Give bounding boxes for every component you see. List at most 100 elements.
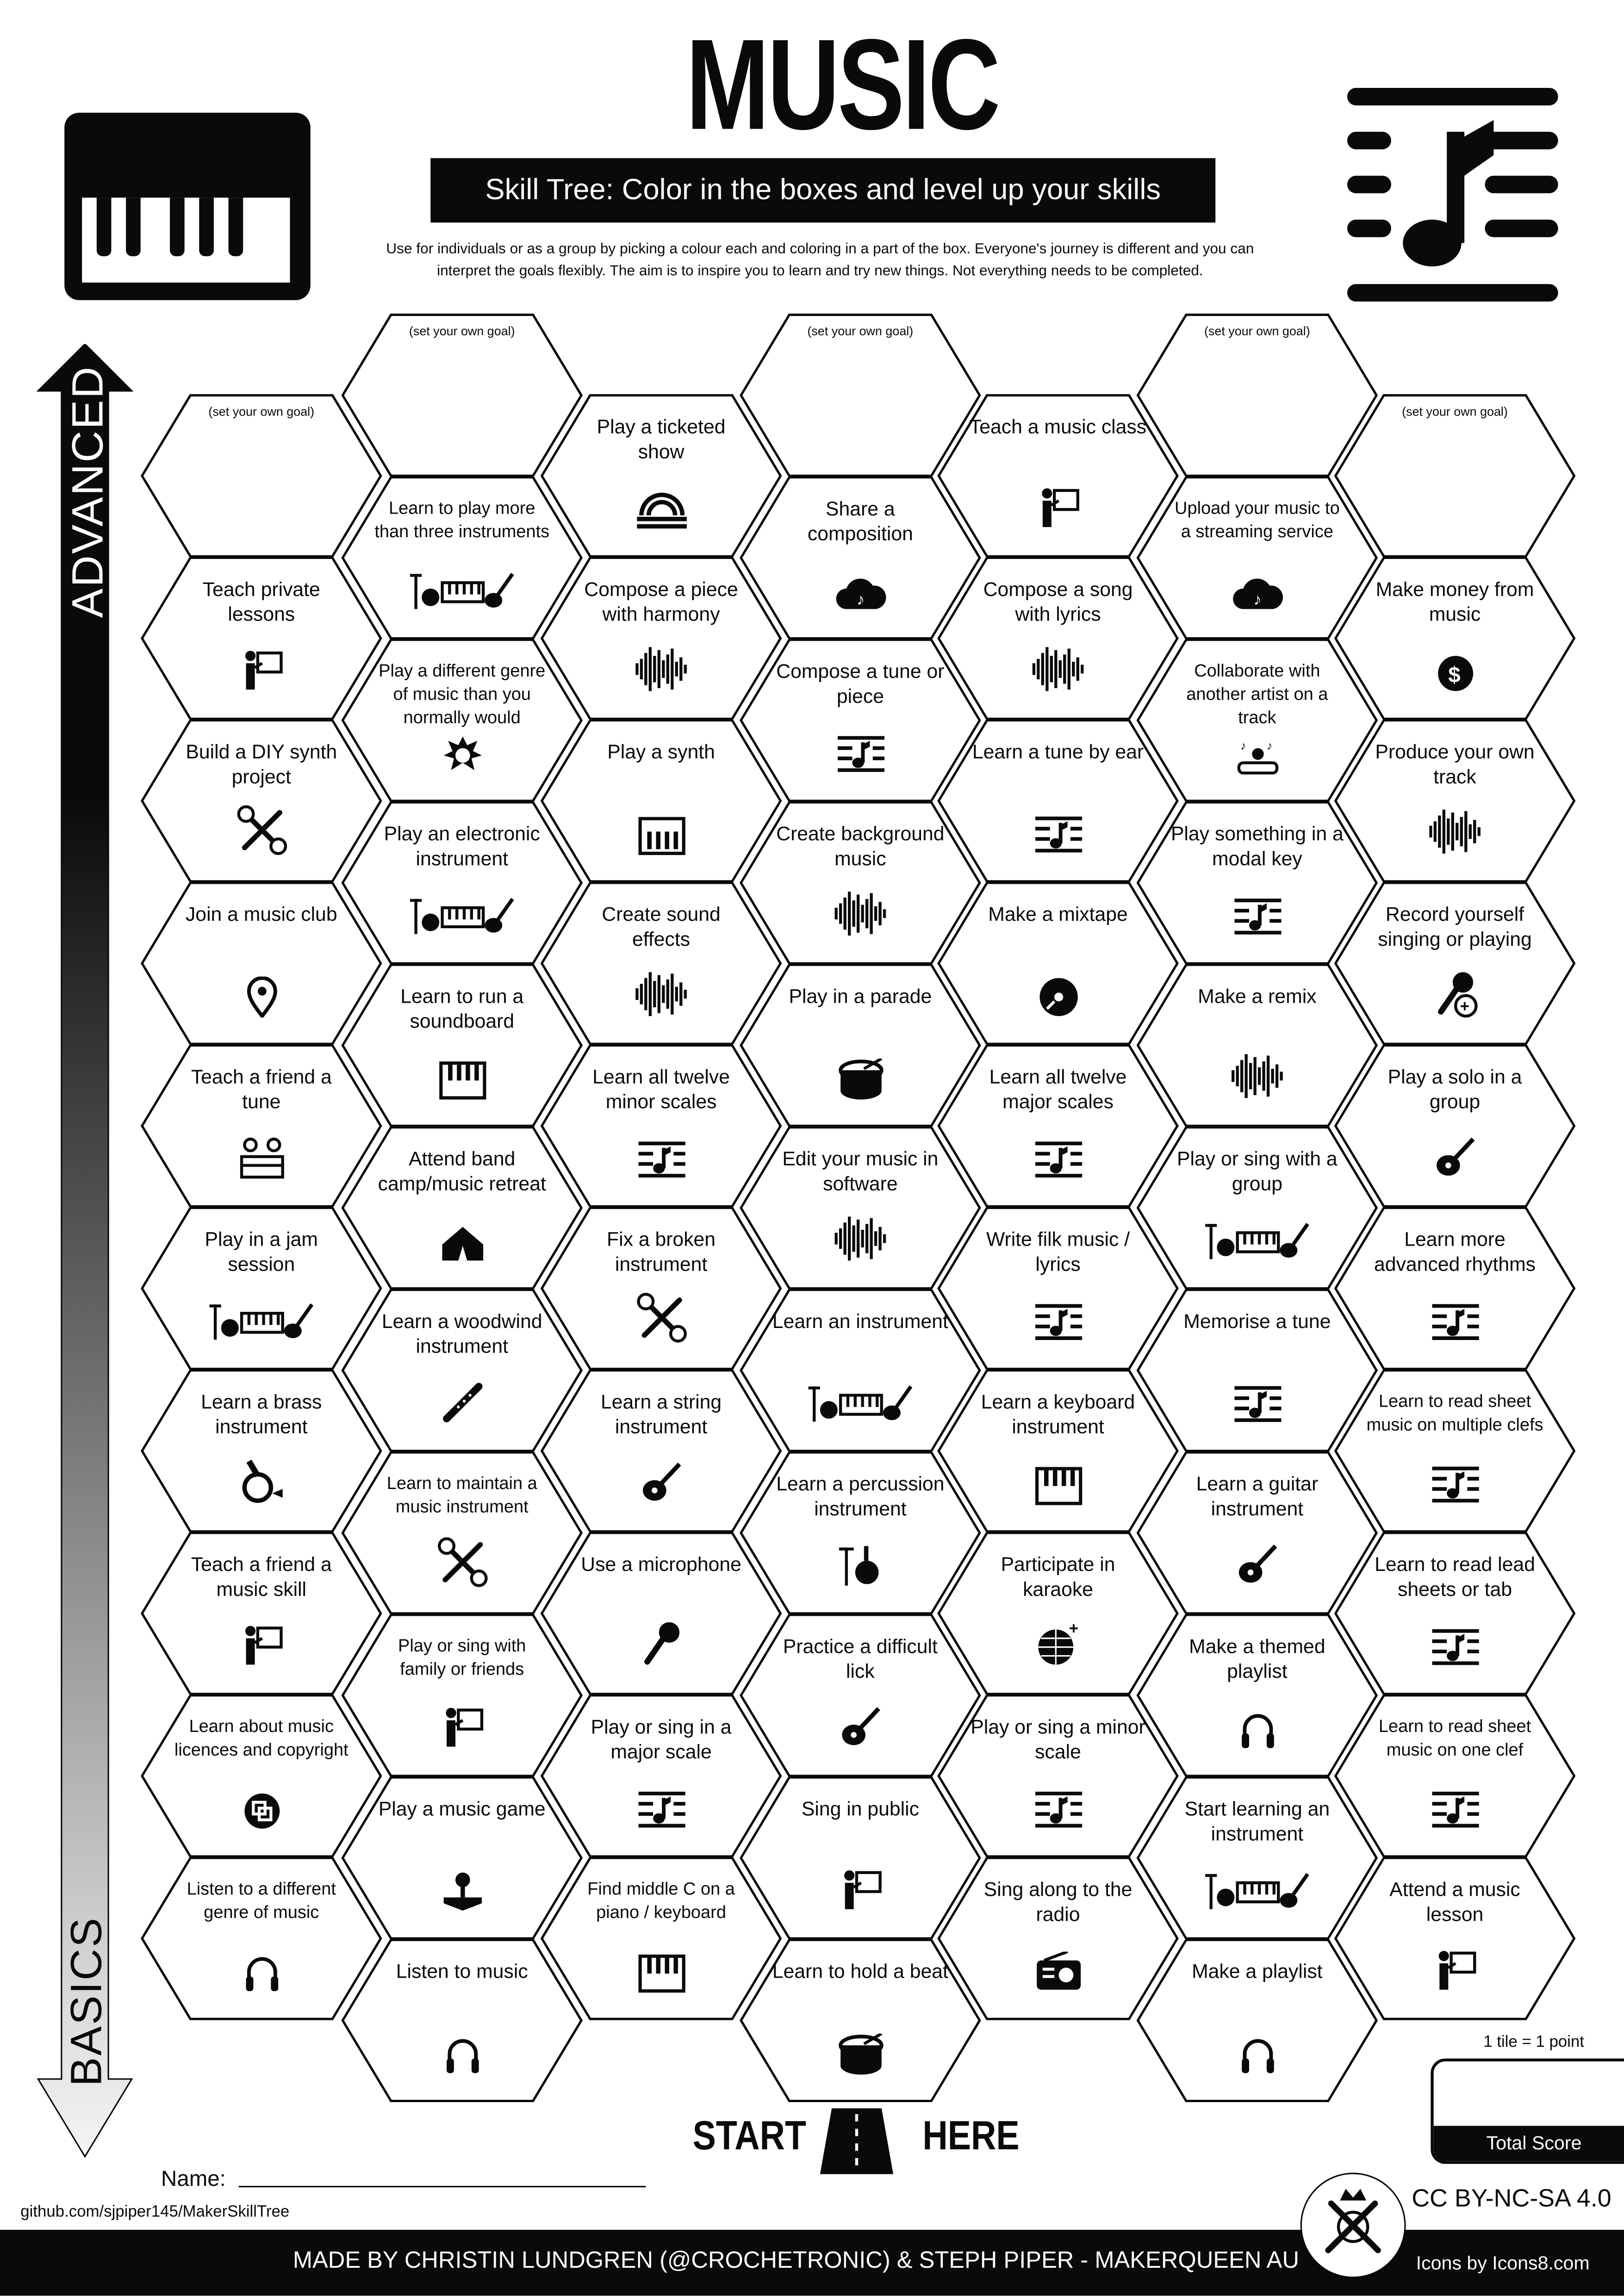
skill-tile[interactable]: Produce your own track [1334, 719, 1576, 883]
skill-tile[interactable]: Share a composition ♪ [740, 476, 981, 640]
skill-tile[interactable]: Play something in a modal key [1136, 801, 1378, 965]
skill-tile[interactable]: Learn a string instrument [540, 1369, 782, 1533]
skill-tile[interactable]: Listen to music [341, 1938, 583, 2103]
skill-tile[interactable]: Teach a friend a music skill [140, 1532, 382, 1695]
instruments-icon [409, 568, 515, 620]
skill-tile[interactable]: Learn more advanced rhythms [1334, 1206, 1576, 1370]
skill-tile[interactable]: Attend a music lesson [1334, 1856, 1576, 2020]
skill-tile[interactable]: Learn a woodwind instrument [341, 1288, 583, 1452]
skill-tile[interactable]: Play or sing a minor scale [937, 1694, 1179, 1858]
skill-tile[interactable]: Play in a parade [740, 963, 981, 1127]
skill-tile[interactable]: Play a music game [341, 1776, 583, 1940]
hexagon-outline [937, 1206, 1179, 1370]
sheet-icon [1431, 1302, 1479, 1350]
skill-tile[interactable]: Learn a tune by ear [937, 719, 1179, 883]
custom-goal-tile[interactable]: (set your own goal) [341, 313, 583, 477]
custom-goal-tile[interactable]: (set your own goal) [1334, 394, 1576, 558]
skill-label: Edit your music in software [782, 1148, 939, 1195]
skill-tile[interactable]: Learn to run a soundboard [341, 963, 583, 1127]
advanced-label: ADVANCED [64, 365, 113, 618]
skill-tile[interactable]: Learn to hold a beat [740, 1938, 981, 2103]
skill-tile[interactable]: Learn to play more than three instrument… [341, 476, 583, 640]
skill-tile[interactable]: Record yourself singing or playing + [1334, 881, 1576, 1045]
skill-label: Practice a difficult lick [783, 1635, 938, 1682]
skill-tile[interactable]: Learn a keyboard instrument [937, 1369, 1179, 1533]
skill-tile[interactable]: Teach private lessons [140, 556, 382, 720]
hexagon-outline [540, 881, 782, 1045]
skill-tile[interactable]: Start learning an instrument [1136, 1776, 1378, 1940]
skill-label: Write filk music / lyrics [986, 1228, 1130, 1275]
skill-tile[interactable]: Learn all twelve major scales [937, 1044, 1179, 1208]
skill-label: Use a microphone [581, 1553, 741, 1576]
skill-label: Start learning an instrument [1184, 1798, 1330, 1845]
skill-tile[interactable]: Join a music club [140, 881, 382, 1045]
skill-tile[interactable]: Write filk music / lyrics [937, 1206, 1179, 1370]
name-field[interactable] [238, 2186, 646, 2188]
skill-tile[interactable]: Learn to read sheet music on multiple cl… [1334, 1369, 1576, 1533]
skill-tile[interactable]: Create sound effects [540, 881, 782, 1045]
skill-tile[interactable]: Learn to maintain a music instrument [341, 1451, 583, 1615]
skill-tile[interactable]: Compose a piece with harmony [540, 556, 782, 720]
skill-tile[interactable]: Learn about music licences and copyright [140, 1694, 382, 1858]
skill-tile[interactable]: Build a DIY synth project [140, 719, 382, 883]
skill-tile[interactable]: Learn an instrument [740, 1288, 981, 1452]
skill-tile[interactable]: Participate in karaoke + [937, 1532, 1179, 1695]
hexagon-outline [540, 556, 782, 720]
custom-goal-tile[interactable]: (set your own goal) [140, 394, 382, 558]
description: Use for individuals or as a group by pic… [322, 239, 1318, 283]
skill-tile[interactable]: Teach a friend a tune [140, 1044, 382, 1208]
skill-tile[interactable]: Learn a guitar instrument [1136, 1451, 1378, 1615]
skill-tile[interactable]: Learn all twelve minor scales [540, 1044, 782, 1208]
skill-tile[interactable]: Compose a song with lyrics [937, 556, 1179, 720]
hexagon-outline [1334, 1206, 1576, 1370]
skill-tile[interactable]: Play in a jam session [140, 1206, 382, 1370]
skill-tile[interactable]: Upload your music to a streaming service… [1136, 476, 1378, 640]
skill-tile[interactable]: Make a playlist [1136, 1938, 1378, 2103]
skill-tile[interactable]: Edit your music in software [740, 1126, 981, 1290]
skill-label: Learn to read sheet music on one clef [1378, 1716, 1531, 1760]
skill-tile[interactable]: Learn a percussion instrument [740, 1451, 981, 1615]
github-link[interactable]: github.com/sjpiper145/MakerSkillTree [20, 2203, 290, 2221]
skill-tile[interactable]: Learn a brass instrument [140, 1369, 382, 1533]
skill-tile[interactable]: Listen to a different genre of music [140, 1856, 382, 2020]
skill-tile[interactable]: Teach a music class [937, 394, 1179, 558]
skill-tile[interactable]: Sing in public [740, 1776, 981, 1940]
skill-tile[interactable]: Play or sing with family or friends [341, 1613, 583, 1777]
skill-tile[interactable]: Fix a broken instrument [540, 1206, 782, 1370]
skill-tile[interactable]: Play a synth [540, 719, 782, 883]
sheet-icon [1034, 1139, 1082, 1187]
goal-placeholder: (set your own goal) [1402, 404, 1508, 419]
custom-goal-tile[interactable]: (set your own goal) [740, 313, 981, 477]
skill-tile[interactable]: Play or sing with a group [1136, 1126, 1378, 1290]
sheet-icon [837, 733, 884, 782]
teacher-icon [1036, 486, 1080, 537]
total-score-box[interactable]: Total Score [1431, 2058, 1624, 2164]
skill-tile[interactable]: Use a microphone [540, 1532, 782, 1695]
skill-tile[interactable]: Make a themed playlist [1136, 1613, 1378, 1777]
keyboard-icon [637, 1954, 685, 2000]
skill-tile[interactable]: Make a mixtape [937, 881, 1179, 1045]
hexagon-outline [1334, 1694, 1576, 1858]
skill-tile[interactable]: Attend band camp/music retreat [341, 1126, 583, 1290]
hexagon-outline [140, 1206, 382, 1370]
skill-tile[interactable]: Practice a difficult lick [740, 1613, 981, 1777]
skill-tile[interactable]: Play or sing in a major scale [540, 1694, 782, 1858]
skill-label: Make a playlist [1192, 1960, 1323, 1983]
skill-label: Learn a tune by ear [972, 741, 1144, 763]
hexagon-outline [937, 719, 1179, 883]
skill-tile[interactable]: Create background music [740, 801, 981, 965]
custom-goal-tile[interactable]: (set your own goal) [1136, 313, 1378, 477]
skill-tile[interactable]: Play a different genre of music than you… [341, 639, 583, 802]
skill-tile[interactable]: Memorise a tune [1136, 1288, 1378, 1452]
skill-tile[interactable]: Learn to read sheet music on one clef [1334, 1694, 1576, 1858]
skill-tile[interactable]: Play an electronic instrument [341, 801, 583, 965]
skill-tile[interactable]: Sing along to the radio [937, 1856, 1179, 2020]
skill-tile[interactable]: Compose a tune or piece [740, 639, 981, 802]
skill-tile[interactable]: Collaborate with another artist on a tra… [1136, 639, 1378, 802]
skill-tile[interactable]: Play a ticketed show [540, 394, 782, 558]
skill-tile[interactable]: Learn to read lead sheets or tab [1334, 1532, 1576, 1695]
skill-tile[interactable]: Make a remix [1136, 963, 1378, 1127]
skill-tile[interactable]: Play a solo in a group [1334, 1044, 1576, 1208]
skill-tile[interactable]: Find middle C on a piano / keyboard [540, 1856, 782, 2020]
skill-tile[interactable]: Make money from music $ [1334, 556, 1576, 720]
